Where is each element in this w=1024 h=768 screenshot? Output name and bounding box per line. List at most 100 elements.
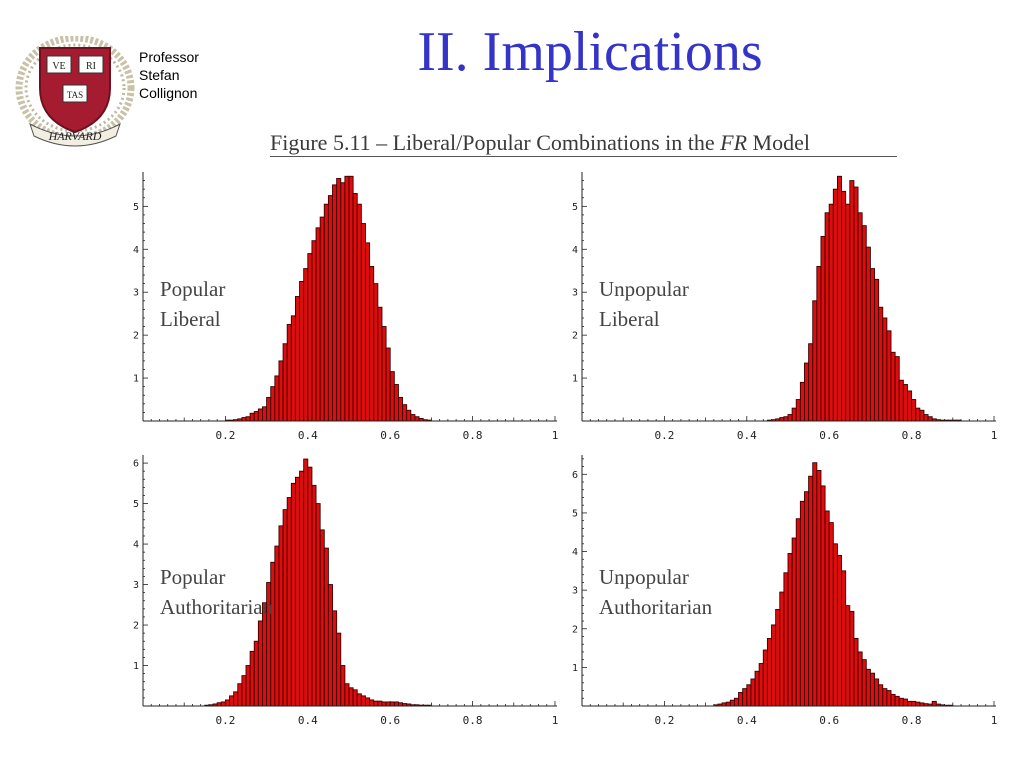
y-tick-label: 1 — [572, 374, 578, 385]
panel-label-line: Popular — [160, 565, 225, 589]
histogram-bar — [816, 470, 822, 707]
histogram-bar — [294, 296, 301, 422]
histogram-bar — [779, 417, 785, 422]
histogram-bar — [828, 203, 834, 422]
y-tick-label: 5 — [572, 508, 578, 519]
histogram-bar — [286, 497, 292, 707]
histogram-bars — [713, 462, 954, 707]
caption-underline — [270, 156, 897, 157]
histogram-bar — [853, 637, 859, 707]
histogram-bar — [766, 637, 772, 707]
histogram-bar — [894, 356, 900, 422]
histogram-bar — [882, 317, 888, 422]
histogram-bar — [886, 330, 892, 422]
histogram-bar — [241, 675, 247, 707]
histogram-bar — [828, 522, 834, 707]
ribbon-icon — [29, 122, 121, 147]
histogram-bar — [373, 700, 379, 707]
x-tick-label: 0.6 — [819, 714, 839, 727]
histogram-panel-popular-liberal: 0.2 0.4 0.6 0.8 1 1 2 3 4 5 Popular Liberal — [133, 172, 558, 442]
histogram-bar — [336, 632, 342, 707]
y-tick-label: 4 — [572, 245, 578, 256]
histogram-bar — [750, 678, 756, 707]
histogram-bar — [352, 193, 358, 422]
histogram-bar — [820, 235, 826, 422]
histogram-bar — [804, 362, 810, 422]
y-tick-label: 2 — [572, 624, 578, 635]
y-tick-label: 3 — [572, 586, 578, 597]
presenter-line: Collignon — [139, 85, 198, 101]
x-tick-label: 0.8 — [463, 429, 483, 442]
histogram-bar — [836, 554, 843, 707]
slide-title: II. Implications — [417, 21, 763, 83]
histogram-bar — [808, 343, 814, 422]
histogram-bars — [766, 175, 962, 422]
histogram-bar — [307, 466, 313, 707]
histogram-bar — [274, 375, 280, 422]
histogram-bar — [775, 609, 781, 707]
histogram-bar — [915, 701, 921, 707]
y-tick-label: 6 — [572, 470, 578, 481]
histogram-bar — [385, 347, 391, 422]
y-tick-label: 4 — [133, 245, 139, 256]
histogram-bar — [746, 684, 752, 707]
panel-label-line: Unpopular — [599, 565, 689, 589]
y-tick-label: 3 — [133, 580, 139, 591]
histogram-bar — [315, 227, 321, 422]
histogram-panel-unpopular-liberal: 0.2 0.4 0.6 0.8 1 1 2 3 4 5 Unpopular Liberal — [572, 172, 997, 442]
y-tick-label: 1 — [133, 374, 139, 385]
x-tick-label: 0.8 — [902, 714, 922, 727]
x-tick-label: 0.2 — [654, 429, 674, 442]
histogram-bar — [886, 690, 892, 707]
histogram-bars — [224, 175, 432, 422]
histogram-bar — [270, 386, 276, 422]
y-tick-label: 3 — [133, 288, 139, 299]
x-tick-label: 0.2 — [215, 429, 235, 442]
caption-italic: FR — [720, 130, 748, 155]
histogram-bar — [344, 683, 350, 707]
histogram-bar — [348, 687, 354, 707]
histogram-bar — [381, 701, 387, 707]
x-tick-label: 1 — [552, 429, 559, 442]
histogram-bar — [229, 695, 235, 707]
histogram-bar — [253, 640, 259, 707]
histogram-bar — [270, 561, 276, 707]
histogram-bar — [902, 698, 908, 707]
histogram-bar — [385, 701, 391, 707]
histogram-bar — [907, 700, 913, 707]
histogram-bar — [783, 572, 789, 707]
seal-text-ri: RI — [86, 61, 96, 72]
histogram-bar — [832, 543, 838, 707]
histogram-bar — [393, 701, 399, 707]
histogram-bar — [911, 700, 917, 707]
histogram-bar — [799, 381, 805, 422]
histogram-bar — [369, 266, 375, 422]
y-tick-label: 5 — [572, 202, 578, 213]
histogram-bar — [824, 510, 830, 707]
histogram-bar — [278, 525, 284, 707]
histogram-bar — [931, 700, 937, 707]
histogram-bar — [323, 203, 329, 422]
histogram-bar — [294, 476, 301, 707]
histogram-bar — [857, 651, 863, 707]
x-ticks: 0.2 0.4 0.6 0.8 1 — [589, 701, 997, 727]
histogram-bar — [898, 697, 904, 707]
y-ticks: 1 2 3 4 5 — [572, 180, 587, 413]
panel-label-line: Authoritarian — [599, 595, 713, 619]
histogram-bar — [389, 371, 395, 422]
x-tick-label: 1 — [552, 714, 559, 727]
x-ticks: 0.2 0.4 0.6 0.8 1 — [150, 701, 559, 727]
histogram-bar — [303, 458, 309, 707]
histogram-bar — [327, 195, 333, 422]
panel-label-line: Liberal — [160, 307, 221, 331]
histogram-bar — [795, 518, 801, 707]
histogram-bar — [311, 240, 317, 422]
histogram-bar — [278, 360, 284, 422]
y-tick-label: 1 — [572, 663, 578, 674]
x-tick-label: 0.4 — [298, 429, 318, 442]
histogram-panel-unpopular-authoritarian: 0.2 0.4 0.6 0.8 1 1 2 3 4 5 6 Unpopular Authorita… — [572, 455, 997, 727]
histogram-bar — [303, 268, 309, 422]
histogram-bar — [791, 407, 797, 422]
histogram-bar — [816, 266, 822, 422]
histogram-bar — [249, 412, 255, 422]
